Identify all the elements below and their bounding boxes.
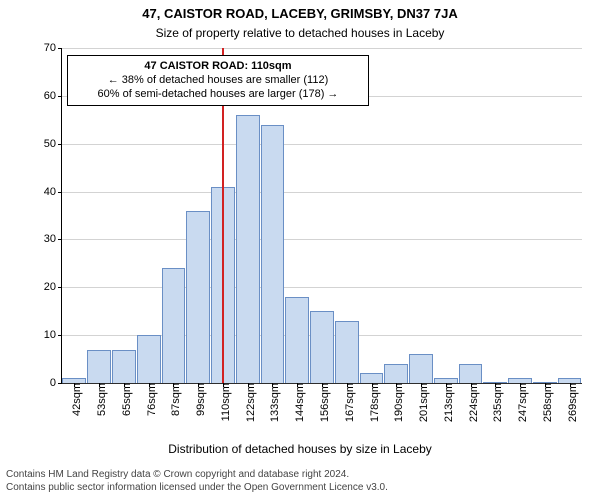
x-tick-label: 122sqm xyxy=(239,383,257,422)
histogram-bar xyxy=(87,350,111,384)
x-tick-label: 133sqm xyxy=(263,383,281,422)
x-tick-label: 65sqm xyxy=(115,383,133,416)
histogram-bar xyxy=(335,321,359,383)
histogram-bar xyxy=(459,364,483,383)
x-tick-label: 76sqm xyxy=(140,383,158,416)
x-tick-label: 269sqm xyxy=(561,383,579,422)
x-tick-label: 156sqm xyxy=(313,383,331,422)
histogram-bar xyxy=(137,335,161,383)
grid-line xyxy=(62,48,582,49)
chart-title-main: 47, CAISTOR ROAD, LACEBY, GRIMSBY, DN37 … xyxy=(0,6,600,21)
grid-line xyxy=(62,287,582,288)
x-tick-label: 99sqm xyxy=(189,383,207,416)
x-axis-title: Distribution of detached houses by size … xyxy=(0,442,600,456)
x-tick-label: 247sqm xyxy=(511,383,529,422)
annotation-box: 47 CAISTOR ROAD: 110sqm← 38% of detached… xyxy=(67,55,369,106)
y-tick-mark xyxy=(58,96,62,97)
histogram-bar xyxy=(285,297,309,383)
chart-title-sub: Size of property relative to detached ho… xyxy=(0,26,600,40)
histogram-bar xyxy=(310,311,334,383)
annotation-title: 47 CAISTOR ROAD: 110sqm xyxy=(74,59,362,73)
x-tick-label: 224sqm xyxy=(462,383,480,422)
grid-line xyxy=(62,144,582,145)
histogram-bar xyxy=(384,364,408,383)
x-tick-label: 110sqm xyxy=(214,383,232,421)
y-tick-mark xyxy=(58,144,62,145)
x-tick-label: 235sqm xyxy=(486,383,504,422)
chart-plot-area: 01020304050607042sqm53sqm65sqm76sqm87sqm… xyxy=(62,48,582,383)
y-tick-mark xyxy=(58,192,62,193)
x-tick-label: 190sqm xyxy=(387,383,405,422)
histogram-bar xyxy=(112,350,136,384)
histogram-bar xyxy=(162,268,186,383)
histogram-bar xyxy=(186,211,210,383)
y-tick-mark xyxy=(58,383,62,384)
grid-line xyxy=(62,239,582,240)
x-tick-label: 144sqm xyxy=(288,383,306,422)
histogram-bar xyxy=(360,373,384,383)
x-tick-label: 42sqm xyxy=(65,383,83,416)
x-tick-label: 53sqm xyxy=(90,383,108,416)
y-tick-mark xyxy=(58,335,62,336)
footer-line-1: Contains HM Land Registry data © Crown c… xyxy=(6,468,594,481)
x-tick-label: 258sqm xyxy=(536,383,554,422)
x-tick-label: 87sqm xyxy=(164,383,182,416)
x-tick-label: 167sqm xyxy=(338,383,356,422)
annotation-line-3: 60% of semi-detached houses are larger (… xyxy=(74,87,362,101)
footer-line-2: Contains public sector information licen… xyxy=(6,481,594,494)
footer-attribution: Contains HM Land Registry data © Crown c… xyxy=(0,468,600,494)
y-tick-mark xyxy=(58,287,62,288)
x-tick-label: 213sqm xyxy=(437,383,455,422)
grid-line xyxy=(62,192,582,193)
histogram-bar xyxy=(236,115,260,383)
histogram-bar xyxy=(409,354,433,383)
y-tick-mark xyxy=(58,239,62,240)
histogram-bar xyxy=(261,125,285,383)
annotation-line-2: ← 38% of detached houses are smaller (11… xyxy=(74,73,362,87)
y-tick-mark xyxy=(58,48,62,49)
x-tick-label: 201sqm xyxy=(412,383,430,422)
x-tick-label: 178sqm xyxy=(363,383,381,422)
